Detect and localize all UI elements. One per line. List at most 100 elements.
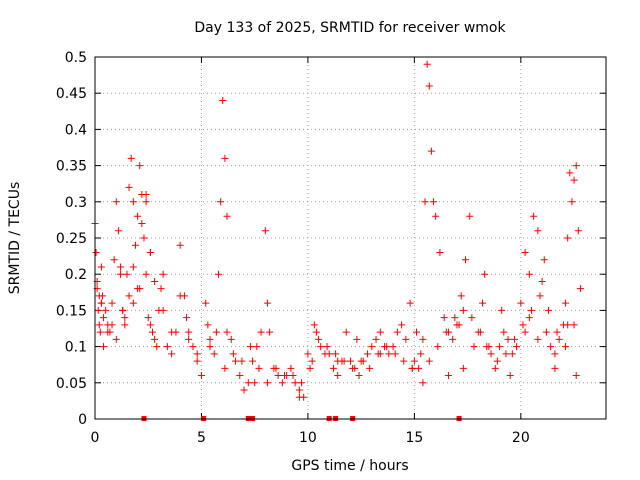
data-point (491, 364, 499, 372)
data-point (246, 343, 254, 351)
data-point (266, 328, 274, 336)
data-point (415, 364, 423, 372)
data-point (159, 270, 167, 278)
data-point (304, 350, 312, 358)
x-axis-label: GPS time / hours (291, 458, 408, 474)
data-point (136, 285, 144, 293)
data-point (562, 299, 570, 307)
data-point (353, 335, 361, 343)
data-point (193, 350, 201, 358)
data-point (442, 328, 450, 336)
data-point (340, 357, 348, 365)
data-point (219, 96, 227, 104)
data-point (176, 292, 184, 300)
data-point (189, 343, 197, 351)
data-point (159, 306, 167, 314)
data-point (315, 335, 323, 343)
data-point (568, 198, 576, 206)
data-point (229, 350, 237, 358)
data-point (430, 198, 438, 206)
data-point (204, 321, 212, 329)
data-point (238, 357, 246, 365)
y-tick-label: 0.25 (56, 231, 87, 247)
x-tick-label: 20 (512, 430, 530, 446)
data-point (153, 343, 161, 351)
y-tick-label: 0.1 (65, 340, 87, 356)
data-point (291, 379, 299, 387)
data-point (572, 162, 580, 170)
data-point (502, 350, 510, 358)
data-point (95, 321, 103, 329)
data-point (261, 227, 269, 235)
data-point (223, 212, 231, 220)
data-point (148, 328, 156, 336)
data-point (376, 350, 384, 358)
data-point (244, 379, 252, 387)
data-point (368, 343, 376, 351)
data-point (117, 270, 125, 278)
data-point (496, 343, 504, 351)
data-point (527, 306, 535, 314)
data-point (136, 162, 144, 170)
data-point (427, 147, 435, 155)
data-point (393, 328, 401, 336)
data-point (183, 314, 191, 322)
data-point (232, 357, 240, 365)
data-point (119, 306, 127, 314)
data-point (451, 314, 459, 322)
data-point (310, 321, 318, 329)
data-point (413, 328, 421, 336)
data-point (129, 263, 137, 271)
data-point (210, 350, 218, 358)
data-point (570, 176, 578, 184)
data-point (342, 328, 350, 336)
data-point (100, 343, 108, 351)
data-point (334, 357, 342, 365)
data-point (408, 364, 416, 372)
y-tick-label: 0.45 (56, 86, 87, 102)
data-point (536, 292, 544, 300)
data-point (521, 248, 529, 256)
data-point (146, 248, 154, 256)
data-point (421, 198, 429, 206)
data-point (468, 314, 476, 322)
x-tick-label: 0 (91, 430, 100, 446)
data-point (570, 321, 578, 329)
data-point (298, 379, 306, 387)
data-point (289, 372, 297, 380)
data-point (425, 357, 433, 365)
data-point (357, 357, 365, 365)
data-point (96, 328, 104, 336)
data-point (423, 60, 431, 68)
data-point (534, 227, 542, 235)
data-point (459, 364, 467, 372)
data-point (227, 335, 235, 343)
data-point (306, 364, 314, 372)
data-point (576, 285, 584, 293)
data-point (151, 277, 159, 285)
data-point (455, 321, 463, 329)
data-point (323, 343, 331, 351)
data-point (383, 343, 391, 351)
data-point (92, 248, 100, 256)
y-axis-label: SRMTID / TECUs (7, 182, 23, 295)
data-point (176, 241, 184, 249)
data-point (551, 350, 559, 358)
data-point (389, 343, 397, 351)
y-tick-labels: 0 0.05 0.1 0.15 0.2 0.25 0.3 0.35 0.4 0.45 0.5 (56, 50, 87, 428)
data-point (521, 328, 529, 336)
data-point (534, 335, 542, 343)
data-point (457, 292, 465, 300)
data-point (564, 321, 572, 329)
data-point (131, 241, 139, 249)
data-point (513, 343, 521, 351)
data-point (251, 379, 259, 387)
y-tick-label: 0 (78, 412, 87, 428)
data-point (295, 393, 303, 401)
data-point (500, 328, 508, 336)
data-point (555, 335, 563, 343)
data-point (163, 343, 171, 351)
data-point (498, 306, 506, 314)
y-tick-label: 0.05 (56, 376, 87, 392)
data-point (376, 328, 384, 336)
